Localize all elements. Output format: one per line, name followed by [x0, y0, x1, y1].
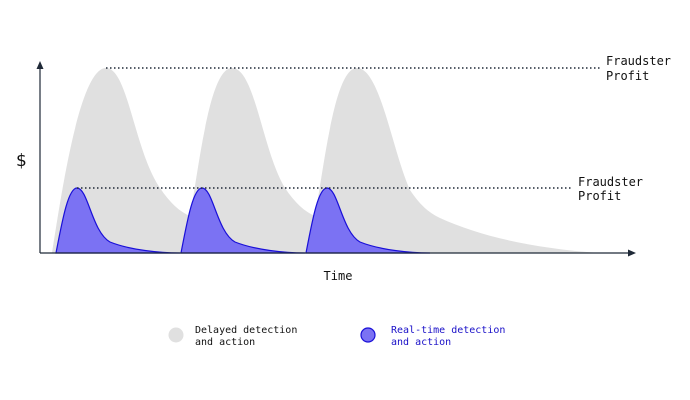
legend-delayed-line1: Delayed detection	[195, 325, 297, 336]
y-axis-label: $	[16, 151, 27, 171]
legend-realtime-swatch	[360, 327, 376, 343]
legend: Delayed detection and action Real-time d…	[168, 325, 511, 348]
realtime-spike-2	[180, 187, 306, 254]
high-profit-label-line1: Fraudster	[606, 54, 671, 68]
legend-realtime-label: Real-time detection and action	[391, 325, 511, 348]
x-axis-label: Time	[324, 269, 353, 283]
realtime-spike-1	[55, 187, 181, 254]
realtime-detection-areas	[55, 187, 431, 254]
low-profit-label-line1: Fraudster	[578, 175, 643, 189]
legend-delayed-swatch	[168, 327, 184, 343]
low-profit-label: Fraudster Profit	[578, 175, 650, 203]
delayed-detection-area	[52, 68, 600, 253]
legend-delayed-line2: and action	[195, 337, 255, 348]
y-axis-arrow-icon	[36, 61, 44, 69]
legend-realtime-line1: Real-time detection	[391, 325, 505, 336]
high-profit-label: Fraudster Profit	[606, 54, 678, 83]
x-axis-arrow-icon	[628, 249, 636, 257]
realtime-spike-3	[305, 187, 431, 254]
high-profit-label-line2: Profit	[606, 69, 649, 83]
legend-delayed-label: Delayed detection and action	[195, 325, 303, 348]
low-profit-label-line2: Profit	[578, 189, 621, 203]
legend-realtime-line2: and action	[391, 337, 451, 348]
